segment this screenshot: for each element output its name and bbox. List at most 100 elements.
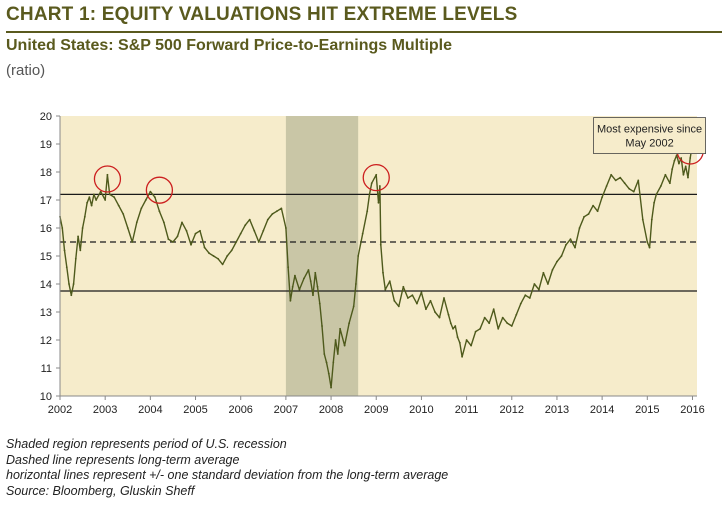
x-tick-label: 2013	[545, 404, 569, 416]
recession-shade	[285, 116, 359, 396]
chart-title: CHART 1: EQUITY VALUATIONS HIT EXTREME L…	[6, 4, 518, 25]
series-point	[411, 294, 414, 297]
series-point	[456, 336, 459, 339]
series-point	[632, 190, 635, 193]
series-point	[578, 227, 581, 229]
series-point	[318, 302, 321, 305]
series-point	[203, 246, 206, 249]
series-point	[678, 162, 680, 165]
x-tick-label: 2008	[319, 404, 343, 416]
series-point	[515, 313, 518, 316]
series-point	[447, 313, 450, 316]
series-point	[438, 316, 441, 319]
series-point	[402, 285, 405, 288]
chart-notes: Shaded region represents period of U.S. …	[6, 437, 448, 499]
series-point	[327, 372, 330, 375]
series-point	[361, 232, 364, 235]
series-point	[72, 283, 75, 285]
chart: Most expensive since May 2002 10 11 12 13 14…	[40, 111, 706, 416]
series-point	[226, 255, 229, 257]
series-point	[336, 353, 339, 355]
series-point	[551, 269, 554, 271]
series-point	[275, 210, 278, 213]
annotation-box: Most expensive since May 2002	[593, 117, 706, 155]
series-point	[163, 221, 165, 224]
x-tick-label: 2004	[138, 404, 162, 416]
series-point	[149, 190, 152, 193]
series-point	[330, 386, 332, 389]
series-point	[397, 305, 400, 308]
series-point	[307, 269, 310, 271]
series-point	[653, 201, 655, 204]
series-point	[659, 185, 662, 187]
series-point	[623, 182, 626, 185]
highlight-circle	[145, 176, 174, 204]
series-point	[334, 339, 337, 341]
series-point	[592, 204, 594, 207]
series-point	[687, 176, 689, 179]
series-point	[533, 283, 536, 285]
series-point	[190, 243, 192, 246]
series-point	[122, 213, 125, 215]
x-tick-label: 2006	[228, 404, 252, 416]
series-point	[199, 229, 201, 232]
series-point	[637, 179, 640, 182]
x-tick-label: 2012	[500, 404, 524, 416]
series-point	[181, 221, 183, 224]
series-point	[605, 185, 608, 187]
series-point	[465, 339, 468, 341]
series-point	[682, 173, 685, 176]
series-point	[416, 302, 418, 305]
x-tick-label: 2015	[635, 404, 659, 416]
series-point	[664, 173, 667, 176]
series-point	[117, 204, 120, 207]
series-point	[458, 341, 461, 344]
series-point	[680, 157, 683, 159]
series-point	[673, 159, 676, 162]
series-point	[668, 182, 671, 185]
series-point	[619, 176, 622, 179]
note-source: Source: Bloomberg, Gluskin Sheff	[6, 483, 195, 498]
x-axis-ticks: 2002 2003 2004 2005 2006 2007 2008 2009 2010 2011…	[48, 396, 705, 416]
series-point	[488, 322, 491, 325]
series-point	[266, 218, 269, 221]
series-point	[95, 199, 98, 201]
series-point	[230, 249, 233, 252]
series-point	[287, 266, 290, 269]
series-point	[167, 238, 170, 241]
series-point	[461, 355, 463, 358]
series-point	[217, 257, 220, 260]
series-point	[378, 185, 381, 187]
series-point	[83, 215, 86, 218]
series-point	[348, 322, 351, 325]
series-point	[366, 210, 369, 213]
x-tick-label: 2009	[364, 404, 388, 416]
highlight-circle	[362, 163, 390, 192]
series-line-forward-pe	[59, 143, 694, 389]
y-axis-ticks: 10 11 12 13 14 15 16 17 18 19 20	[40, 111, 60, 403]
series-point	[131, 241, 134, 243]
x-tick-label: 2007	[274, 404, 298, 416]
x-tick-label: 2002	[48, 404, 72, 416]
x-tick-label: 2010	[409, 404, 433, 416]
series-point	[77, 235, 79, 238]
series-point	[434, 311, 436, 313]
series-point	[257, 241, 260, 243]
series-point	[388, 280, 391, 283]
series-point	[379, 243, 382, 246]
series-point	[92, 193, 95, 196]
series-point	[221, 263, 224, 266]
series-point	[68, 283, 70, 285]
series-point	[244, 224, 247, 227]
series-point	[303, 277, 305, 280]
series-point	[596, 210, 599, 213]
series-point	[280, 207, 283, 210]
series-point	[90, 204, 93, 207]
series-point	[560, 255, 563, 257]
series-point	[524, 294, 527, 297]
y-tick-label: 17	[40, 195, 52, 207]
series-point	[312, 294, 314, 297]
series-point	[176, 235, 179, 238]
x-tick-label: 2014	[590, 404, 614, 416]
series-point	[271, 213, 274, 215]
